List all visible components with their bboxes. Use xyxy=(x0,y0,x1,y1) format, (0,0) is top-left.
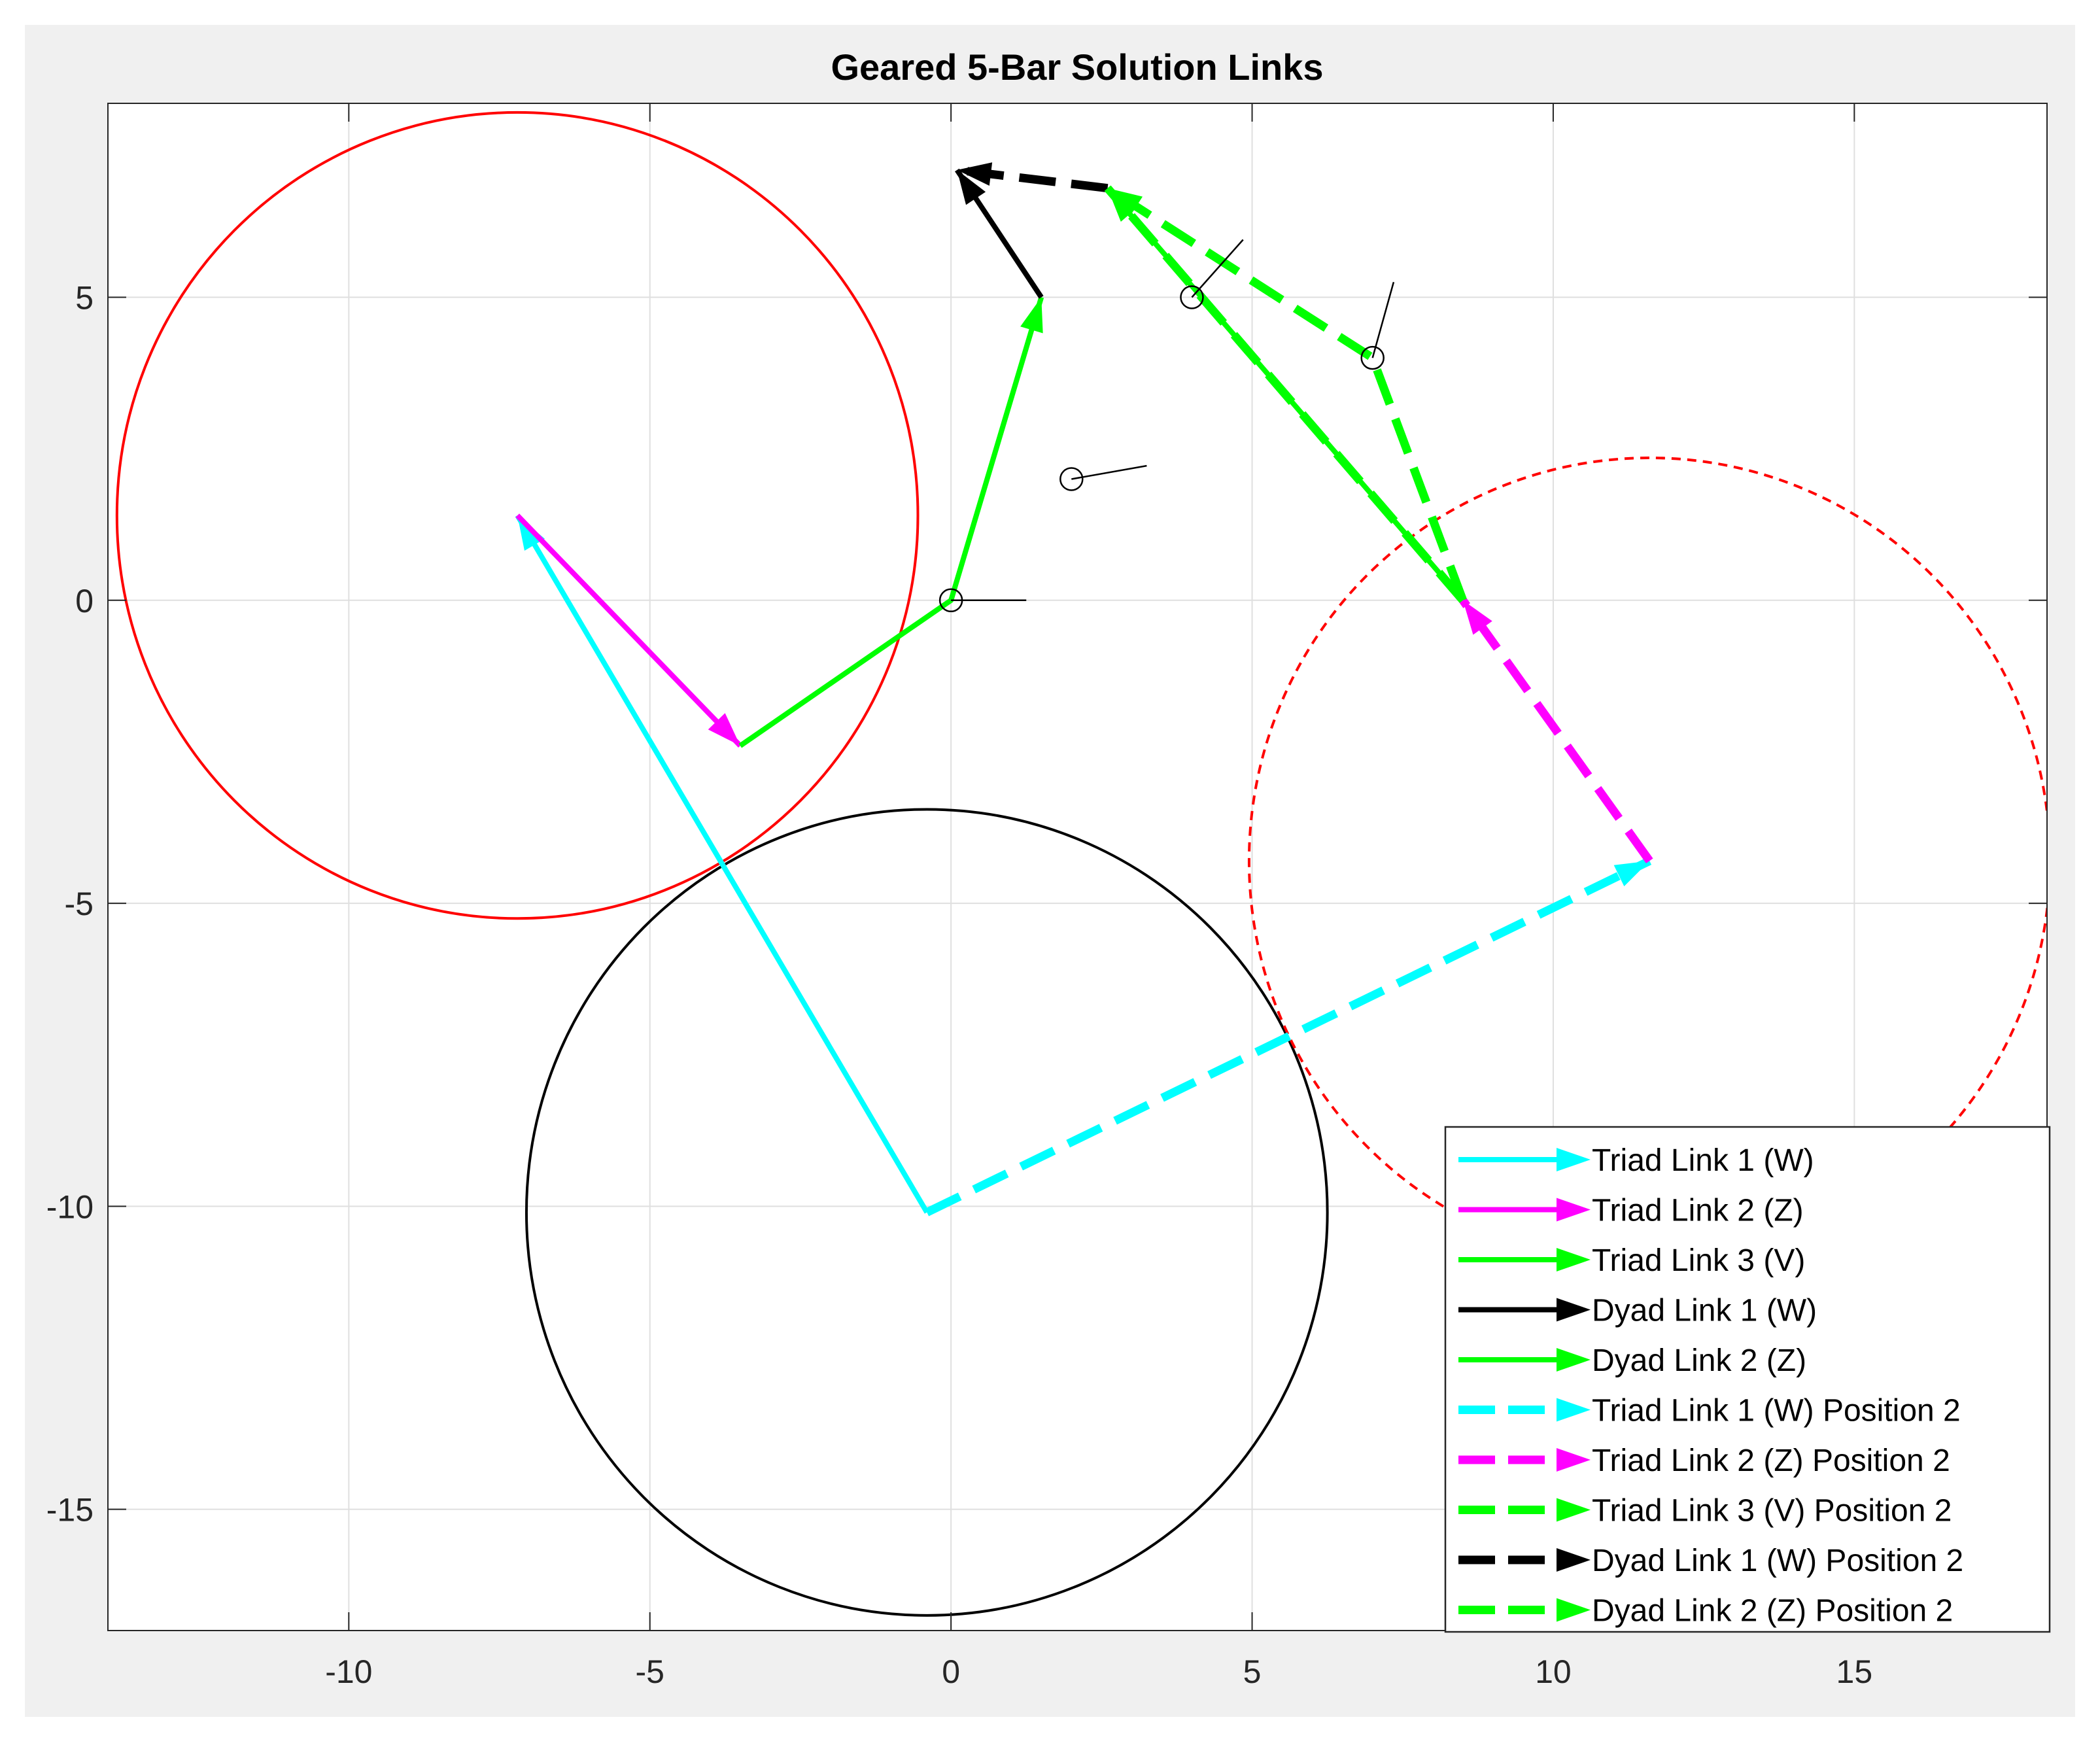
y-tick-label: -10 xyxy=(46,1188,94,1225)
series-line-1 xyxy=(515,514,929,1214)
legend-swatch-arrowhead xyxy=(1557,1348,1591,1372)
precision-point-marker xyxy=(1360,345,1385,370)
legend-label: Triad Link 1 (W) Position 2 xyxy=(1592,1394,1961,1428)
series-line-10 xyxy=(1104,185,1466,604)
legend-swatch-arrowhead xyxy=(1557,1498,1591,1522)
series-line-2 xyxy=(515,513,742,748)
x-tick-label: -5 xyxy=(635,1653,664,1690)
legend-label: Dyad Link 2 (Z) Position 2 xyxy=(1592,1594,1953,1629)
y-tick-label: 5 xyxy=(75,280,94,317)
legend-label: Triad Link 2 (Z) Position 2 xyxy=(1592,1443,1950,1478)
series-arrowhead-6 xyxy=(1613,861,1650,887)
chart-title: Geared 5-Bar Solution Links xyxy=(831,46,1323,88)
circle-curve xyxy=(115,111,920,920)
legend-label: Triad Link 3 (V) Position 2 xyxy=(1592,1494,1952,1529)
series-line-7 xyxy=(1459,598,1653,864)
x-tick-label: -10 xyxy=(325,1653,372,1690)
precision-point-direction xyxy=(1071,464,1147,480)
x-tick-label: 10 xyxy=(1535,1653,1572,1690)
legend-swatch-arrowhead xyxy=(1557,1148,1591,1171)
series-arrowhead-9 xyxy=(957,162,993,186)
precision-point-direction xyxy=(1371,282,1395,358)
series-arrowhead-7 xyxy=(1462,600,1492,635)
precision-point-direction xyxy=(1191,239,1244,298)
legend-label: Triad Link 3 (V) xyxy=(1592,1243,1805,1278)
precision-point-marker xyxy=(938,588,963,613)
legend-label: Dyad Link 2 (Z) xyxy=(1592,1343,1806,1378)
legend-swatch-arrowhead xyxy=(1557,1198,1591,1222)
precision-point-marker xyxy=(1059,467,1084,491)
series-arrowhead-3 xyxy=(1020,297,1043,334)
series-arrowhead-4 xyxy=(957,169,986,205)
series-line-8 xyxy=(1105,184,1467,602)
legend-label: Triad Link 1 (W) xyxy=(1592,1143,1814,1178)
x-tick-label: 15 xyxy=(1836,1653,1873,1690)
grid xyxy=(108,103,2047,1631)
legend-swatch-arrowhead xyxy=(1557,1448,1591,1472)
ticks: -10 -5 0 5 10 15 5 0 -5 -10 -15 xyxy=(46,103,2047,1690)
legend-swatch-arrowhead xyxy=(1557,1598,1591,1622)
y-tick-label: -15 xyxy=(46,1492,94,1529)
series-line-6 xyxy=(925,857,1652,1217)
plot-frame xyxy=(107,103,2048,1631)
x-tick-label: 5 xyxy=(1243,1653,1262,1690)
series-arrowhead-10 xyxy=(1107,188,1139,222)
legend-swatch-arrowhead xyxy=(1557,1298,1591,1322)
series xyxy=(515,162,1653,1217)
legend-label: Dyad Link 1 (W) xyxy=(1592,1294,1817,1328)
legend-label: Triad Link 2 (Z) xyxy=(1592,1194,1804,1228)
legend: Triad Link 1 (W) Triad Link 2 (Z) Triad Li… xyxy=(1444,1126,2051,1633)
precision-points xyxy=(938,239,1395,613)
legend-label: Dyad Link 1 (W) Position 2 xyxy=(1592,1544,1963,1578)
y-tick-label: -5 xyxy=(65,886,94,922)
precision-point-marker xyxy=(1180,285,1204,309)
x-tick-label: 0 xyxy=(942,1653,960,1690)
circle-curve xyxy=(525,808,1329,1617)
legend-swatch-arrowhead xyxy=(1557,1398,1591,1422)
legend-swatch-arrowhead xyxy=(1557,1548,1591,1572)
legend-swatch-arrowhead xyxy=(1557,1248,1591,1271)
series-arrowhead-2 xyxy=(708,713,740,746)
y-tick-label: 0 xyxy=(75,583,94,619)
